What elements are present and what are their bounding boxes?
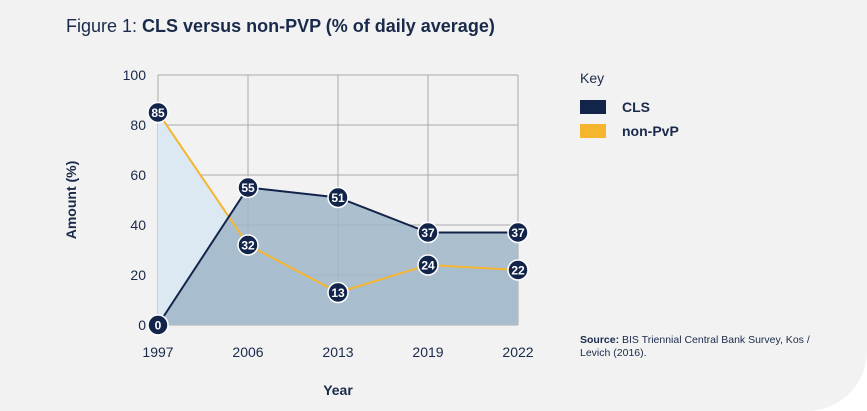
- legend-swatch-cls: [580, 100, 606, 114]
- legend-item-cls: CLS: [580, 96, 679, 118]
- x-axis-label: Year: [323, 382, 353, 398]
- legend-label-cls: CLS: [622, 99, 650, 115]
- non-pvp-data-label: 22: [511, 264, 525, 278]
- non-pvp-data-label: 13: [331, 286, 345, 300]
- x-tick-label: 2013: [322, 344, 353, 360]
- x-tick-label: 2006: [232, 344, 263, 360]
- y-tick-label: 20: [130, 267, 146, 283]
- cls-area: [158, 187, 518, 325]
- legend-label-non-pvp: non-PvP: [622, 123, 679, 139]
- figure-prefix: Figure 1:: [66, 16, 143, 36]
- non-pvp-point: [417, 254, 439, 276]
- cls-data-label: 55: [241, 181, 255, 195]
- source-text: BIS Triennial Central Bank Survey, Kos /…: [580, 334, 810, 359]
- data-markers: 85 32 13 24 22 0 55 51 37 37: [147, 101, 529, 336]
- cls-data-label: 37: [421, 226, 435, 240]
- cls-point: [417, 221, 439, 244]
- non-pvp-data-label: 85: [151, 106, 165, 120]
- cls-data-label: 0: [155, 319, 162, 333]
- chart-title: Figure 1: CLS versus non-PVP (% of daily…: [66, 16, 495, 37]
- x-tick-label: 2022: [502, 344, 533, 360]
- cls-point: [327, 186, 349, 209]
- legend-title: Key: [580, 70, 605, 86]
- non-pvp-point: [507, 259, 529, 281]
- y-tick-label: 60: [130, 167, 146, 183]
- figure-title: CLS versus non-PVP (% of daily average): [142, 16, 495, 36]
- cls-data-label: 51: [331, 191, 345, 205]
- non-pvp-point: [237, 234, 259, 256]
- y-tick-label: 40: [130, 217, 146, 233]
- source-label: Source:: [580, 334, 620, 346]
- x-tick-label: 1997: [142, 344, 173, 360]
- source-note: Source: BIS Triennial Central Bank Surve…: [580, 334, 810, 360]
- legend-item-non-pvp: non-PvP: [580, 120, 679, 142]
- x-tick-label: 2019: [412, 344, 443, 360]
- y-tick-label: 80: [130, 117, 146, 133]
- non-pvp-data-label: 24: [421, 259, 435, 273]
- axis-ticks: 0 20 40 60 80 100 1997 2006 2013 2019 2022: [123, 67, 534, 360]
- cls-point: [237, 176, 259, 199]
- non-pvp-point: [147, 101, 169, 124]
- y-tick-label: 0: [138, 317, 146, 333]
- cls-data-label: 37: [511, 226, 525, 240]
- cls-point: [507, 221, 529, 244]
- non-pvp-data-label: 32: [241, 239, 255, 253]
- cls-point: [147, 314, 169, 336]
- non-pvp-point: [327, 281, 349, 304]
- legend: Key CLS non-PvP: [580, 70, 679, 144]
- y-axis-label: Amount (%): [63, 161, 79, 240]
- legend-swatch-non-pvp: [580, 124, 606, 138]
- y-tick-label: 100: [123, 67, 147, 83]
